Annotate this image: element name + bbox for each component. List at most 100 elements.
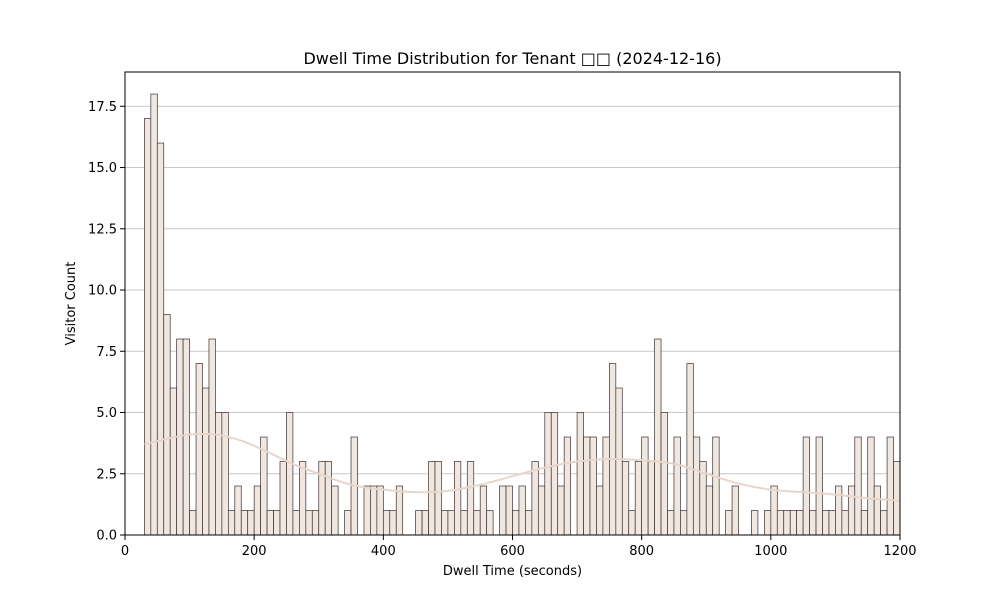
histogram-bar bbox=[363, 485, 371, 536]
histogram-bar bbox=[266, 510, 274, 536]
histogram-bar bbox=[331, 485, 339, 536]
histogram-bar bbox=[195, 363, 203, 536]
histogram-bar bbox=[486, 510, 494, 536]
histogram-bar bbox=[880, 510, 888, 536]
histogram-bar bbox=[473, 510, 481, 536]
density-curve bbox=[144, 432, 901, 502]
histogram-bar bbox=[609, 363, 617, 536]
histogram-bar bbox=[647, 461, 655, 536]
histogram-bar bbox=[589, 436, 597, 536]
histogram-bar bbox=[667, 510, 675, 536]
y-tick-label: 17.5 bbox=[88, 100, 117, 115]
y-axis-label: Visitor Count bbox=[64, 262, 79, 346]
histogram-bar bbox=[434, 461, 442, 536]
histogram-bar bbox=[227, 510, 236, 536]
histogram-bar bbox=[544, 412, 552, 536]
histogram-bar bbox=[499, 485, 507, 536]
histogram-bar bbox=[776, 510, 785, 536]
x-tick-label: 200 bbox=[242, 544, 267, 559]
histogram-bar bbox=[680, 510, 688, 536]
histogram-bar bbox=[454, 461, 462, 536]
histogram-bar bbox=[550, 412, 559, 536]
grid bbox=[125, 105, 900, 475]
histogram-bar bbox=[531, 461, 539, 536]
histogram-bar bbox=[537, 485, 546, 536]
histogram-bar bbox=[796, 510, 804, 536]
y-tick-label: 10.0 bbox=[88, 284, 117, 299]
histogram-bar bbox=[854, 436, 862, 536]
histogram-bar bbox=[815, 436, 823, 536]
histogram-bar bbox=[835, 485, 843, 536]
histogram-bar bbox=[764, 510, 772, 536]
histogram-bar bbox=[770, 485, 778, 536]
y-tick-label: 0.0 bbox=[96, 529, 117, 544]
histogram-bar bbox=[415, 510, 423, 536]
histogram-bar bbox=[234, 485, 242, 536]
histogram-bar bbox=[563, 436, 571, 536]
histogram-bar bbox=[240, 510, 249, 536]
y-tick-label: 2.5 bbox=[96, 467, 117, 482]
y-tick-label: 15.0 bbox=[88, 161, 117, 176]
histogram-bar bbox=[324, 461, 333, 536]
histogram-bar bbox=[144, 118, 152, 536]
histogram-bar bbox=[893, 461, 901, 536]
histogram-bar bbox=[247, 510, 255, 536]
histogram-bar bbox=[215, 412, 223, 536]
histogram-bar bbox=[389, 510, 397, 536]
histogram-bar bbox=[712, 436, 720, 536]
x-axis: 0 200 400 600 800 1000 1200 bbox=[121, 535, 917, 559]
histogram-bar bbox=[150, 93, 158, 536]
x-tick-label: 600 bbox=[500, 544, 525, 559]
histogram-bar bbox=[557, 485, 565, 536]
histogram-bar bbox=[802, 436, 810, 536]
x-tick-label: 1200 bbox=[883, 544, 916, 559]
histogram-bar bbox=[344, 510, 352, 536]
histogram-bar bbox=[751, 510, 759, 536]
histogram-bar bbox=[628, 510, 636, 536]
histogram-bar bbox=[253, 485, 261, 536]
histogram-bar bbox=[421, 510, 429, 536]
histogram-bar bbox=[370, 485, 378, 536]
histogram-bar bbox=[725, 510, 733, 536]
histogram-bar bbox=[847, 485, 856, 536]
histogram-bar bbox=[479, 485, 488, 536]
histogram-bar bbox=[705, 485, 714, 536]
plot-frame bbox=[124, 71, 901, 536]
histogram-bar bbox=[783, 510, 791, 536]
histogram-bar bbox=[867, 436, 875, 536]
histogram-bar bbox=[809, 510, 817, 536]
histogram-bar bbox=[518, 485, 526, 536]
histogram-bar bbox=[525, 510, 533, 536]
y-tick-label: 12.5 bbox=[88, 222, 117, 237]
histogram-bar bbox=[621, 461, 630, 536]
histogram-bar bbox=[395, 485, 404, 536]
histogram-bar bbox=[163, 314, 171, 536]
histogram-bar bbox=[576, 412, 584, 536]
histogram-bar bbox=[615, 387, 623, 536]
histogram-bar bbox=[841, 510, 849, 536]
histogram-bar bbox=[634, 461, 643, 536]
histogram-bar bbox=[292, 510, 300, 536]
histogram-bar bbox=[318, 461, 326, 536]
histogram-bar bbox=[221, 412, 229, 536]
histogram-bar bbox=[382, 510, 391, 536]
histogram-bar bbox=[189, 510, 197, 536]
histogram-bar bbox=[673, 436, 681, 536]
histogram-bar bbox=[428, 461, 436, 536]
histogram-bar bbox=[822, 510, 830, 536]
histogram-bar bbox=[731, 485, 739, 536]
histogram-bar bbox=[460, 510, 468, 536]
histogram-bar bbox=[512, 510, 520, 536]
histogram-bar bbox=[441, 510, 449, 536]
histogram-bar bbox=[311, 510, 320, 536]
histogram-bar bbox=[156, 142, 165, 536]
y-tick-label: 5.0 bbox=[96, 406, 117, 421]
x-axis-label: Dwell Time (seconds) bbox=[443, 564, 582, 579]
x-tick-label: 400 bbox=[371, 544, 396, 559]
histogram-bar bbox=[286, 412, 294, 536]
histogram-bar bbox=[279, 461, 287, 536]
y-axis: 0.0 2.5 5.0 7.5 10.0 12.5 15.0 17.5 bbox=[88, 100, 125, 544]
histogram-bar bbox=[686, 363, 694, 536]
histogram-bar bbox=[654, 338, 662, 536]
histogram-bar bbox=[273, 510, 281, 536]
